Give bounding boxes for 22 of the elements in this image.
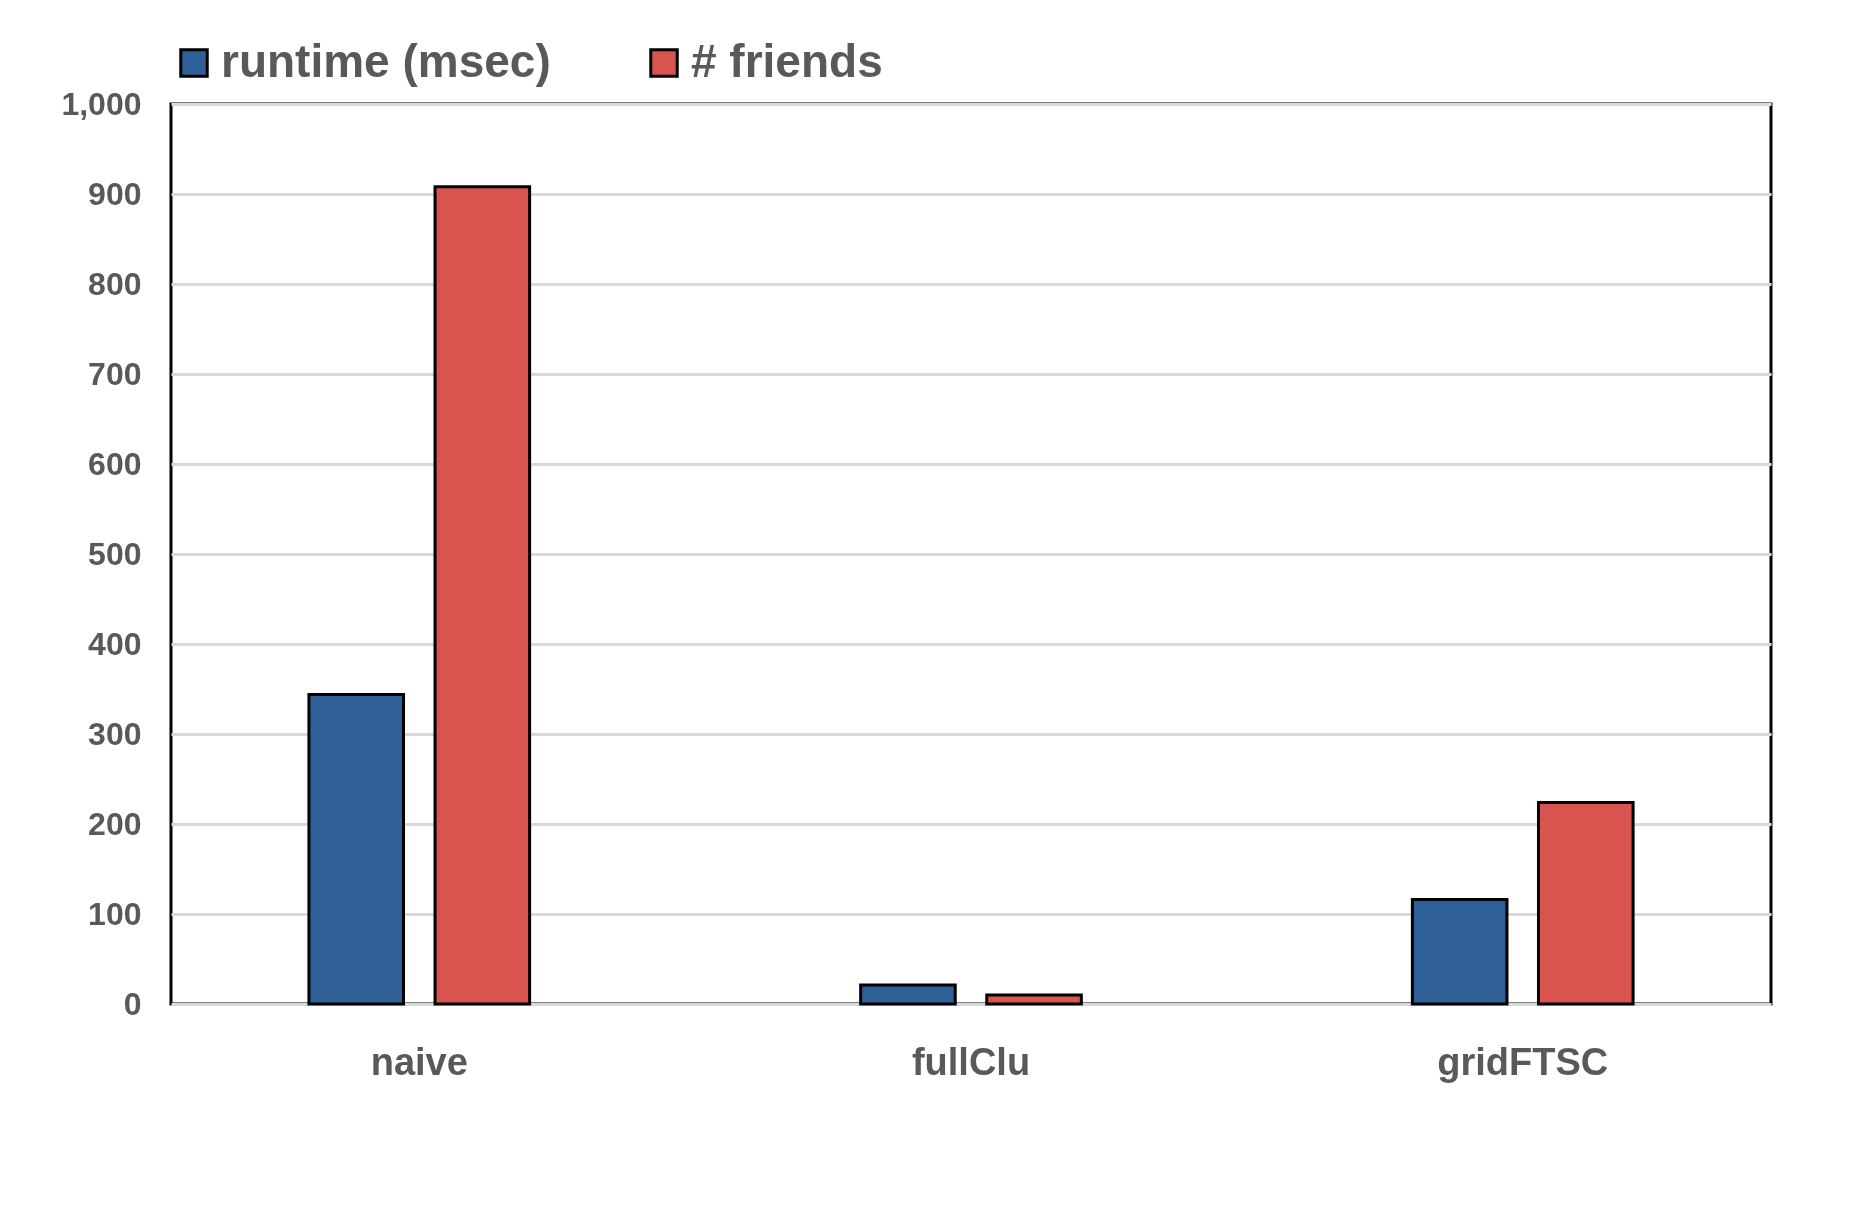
legend-label: runtime (msec) xyxy=(221,35,551,87)
y-tick-label: 200 xyxy=(88,805,142,842)
bar xyxy=(859,983,957,1006)
y-tick-label: 600 xyxy=(88,445,142,482)
bar xyxy=(307,692,406,1006)
y-tick-label: 0 xyxy=(123,985,142,1022)
bar xyxy=(1410,898,1509,1006)
y-tick-label: 900 xyxy=(88,175,142,212)
y-tick-label: 1,000 xyxy=(61,85,142,122)
y-tick-label: 700 xyxy=(88,355,142,392)
bar xyxy=(1536,800,1635,1006)
x-tick-label: naive xyxy=(370,1040,468,1083)
bar xyxy=(433,185,532,1006)
y-tick-label: 400 xyxy=(88,625,142,662)
y-tick-label: 800 xyxy=(88,265,142,302)
y-tick-label: 500 xyxy=(88,535,142,572)
y-tick-label: 300 xyxy=(88,715,142,752)
x-tick-label: gridFTSC xyxy=(1437,1040,1609,1083)
x-tick-label: fullClu xyxy=(911,1040,1031,1083)
legend-label: # friends xyxy=(691,35,883,87)
y-tick-label: 100 xyxy=(88,895,142,932)
bar xyxy=(985,993,1083,1006)
